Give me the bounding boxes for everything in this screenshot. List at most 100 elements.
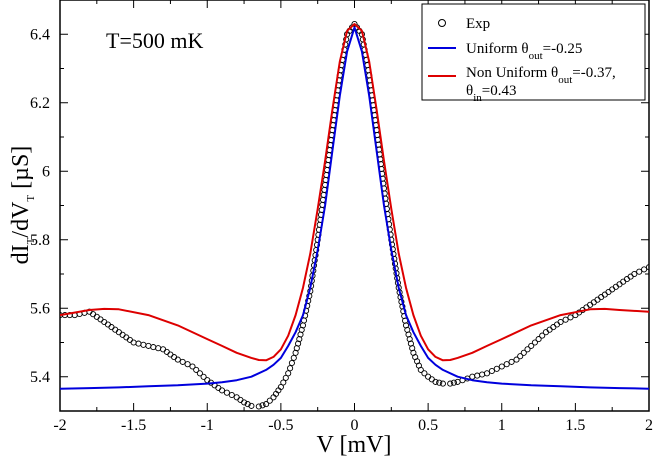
y-axis-title-sub1: T: [25, 237, 37, 244]
exp-data-point: [255, 403, 262, 410]
x-tick-label: -1: [201, 417, 214, 434]
exp-data-point: [200, 373, 207, 380]
exp-data-point: [469, 373, 476, 380]
exp-data-point: [101, 318, 108, 326]
exp-data-point: [513, 356, 520, 363]
y-axis-title: dIT/dVT [µS]: [8, 146, 37, 265]
y-tick-label: 6.4: [30, 26, 50, 43]
y-axis-title-part3: [µS]: [8, 146, 34, 195]
exp-data-point: [93, 313, 100, 320]
exp-data-point: [645, 264, 649, 271]
exp-data-point: [493, 365, 500, 372]
exp-data-point: [215, 384, 222, 391]
y-tick-label: 5.6: [30, 300, 50, 317]
x-tick-label: -0.5: [268, 417, 293, 434]
exp-data-point: [233, 394, 240, 401]
exp-data-point: [436, 379, 443, 386]
exp-data-point: [598, 294, 605, 301]
exp-data-point: [535, 336, 542, 343]
exp-data-point: [295, 340, 302, 347]
exp-data-point: [641, 266, 648, 273]
exp-data-point: [97, 316, 104, 323]
exp-data-point: [528, 342, 535, 349]
exp-data-point: [228, 391, 235, 399]
exp-data-point: [479, 371, 486, 378]
exp-data-point: [248, 402, 255, 409]
legend-nonuniform-prefix: Non Uniform θ: [466, 65, 558, 81]
exp-data-point: [616, 281, 623, 288]
exp-data-point: [280, 379, 287, 386]
x-tick-label: -1.5: [121, 417, 146, 434]
exp-data-point: [587, 301, 594, 308]
exp-data-point: [546, 326, 553, 333]
exp-data-point: [145, 342, 152, 349]
series-line-2: [60, 23, 649, 362]
exp-data-point: [636, 268, 643, 275]
exp-data-point: [237, 396, 244, 403]
x-axis-title: V [mV]: [317, 432, 392, 458]
exp-data-point: [282, 374, 289, 381]
exp-data-point: [421, 370, 428, 377]
exp-data-point: [454, 378, 461, 385]
exp-data-point: [287, 365, 294, 372]
exp-data-point: [140, 341, 147, 348]
exp-data-point: [204, 377, 211, 384]
exp-data-point: [439, 380, 446, 387]
exp-data-point: [174, 356, 181, 363]
exp-data-point: [163, 348, 170, 355]
legend-nonuniform-line2-suffix: =0.43: [482, 83, 517, 99]
legend-nonuniform-line2-sub: in: [473, 92, 482, 104]
exp-data-point: [406, 336, 413, 343]
y-tick-label: 6.2: [30, 95, 50, 112]
exp-data-point: [171, 354, 178, 361]
exp-data-point: [612, 283, 619, 290]
legend-nonuniform-line2-prefix: θ: [466, 83, 473, 99]
exp-data-point: [288, 359, 295, 367]
exp-data-point: [425, 373, 432, 380]
legend-marker-exp: [438, 19, 446, 27]
legend-label-uniform: Uniform θout=-0.25: [466, 41, 582, 62]
exp-data-point: [112, 326, 119, 333]
exp-data-point: [104, 321, 111, 328]
exp-data-point: [179, 358, 186, 365]
x-tick-label: 0: [351, 417, 359, 434]
exp-data-point: [508, 358, 515, 365]
y-tick-label: 6: [42, 163, 50, 180]
exp-data-point: [567, 314, 574, 321]
y-tick-label: 5.8: [30, 232, 50, 249]
x-tick-label: 2: [645, 417, 653, 434]
exp-data-point: [108, 324, 115, 331]
exp-data-point: [241, 399, 248, 406]
legend-uniform-sub: out: [529, 50, 543, 62]
legend-uniform-suffix: =-0.25: [543, 41, 583, 57]
series-line-1: [60, 26, 649, 390]
y-tick-label: 5.4: [30, 369, 50, 386]
exp-data-point: [290, 354, 297, 361]
exp-data-point: [623, 276, 630, 283]
exp-data-point: [119, 331, 126, 338]
exp-data-point: [627, 273, 634, 280]
exp-data-point: [417, 366, 424, 373]
exp-data-point: [620, 278, 627, 285]
x-tick-label: 0.5: [418, 417, 438, 434]
exp-data-point: [557, 318, 564, 326]
exp-data-point: [450, 379, 457, 386]
exp-data-point: [542, 329, 549, 336]
exp-data-point: [631, 270, 638, 278]
exp-data-point: [285, 370, 292, 377]
series-layer: [60, 20, 649, 410]
legend-nonuniform-suffix: =-0.37,: [572, 65, 615, 81]
exp-data-point: [90, 311, 97, 318]
exp-data-point: [601, 291, 608, 298]
exp-data-point: [244, 401, 251, 408]
exp-data-point: [562, 316, 569, 323]
x-tick-labels: -2 -1.5 -1 -0.5 0 0.5 1 1.5 2: [53, 417, 653, 434]
exp-data-point: [218, 387, 226, 394]
exp-data-point: [447, 380, 454, 387]
exp-data-point: [498, 363, 505, 370]
exp-data-point: [150, 344, 157, 351]
exp-data-point: [160, 346, 167, 353]
legend-nonuniform-sub: out: [558, 74, 572, 86]
exp-data-point: [503, 361, 510, 368]
